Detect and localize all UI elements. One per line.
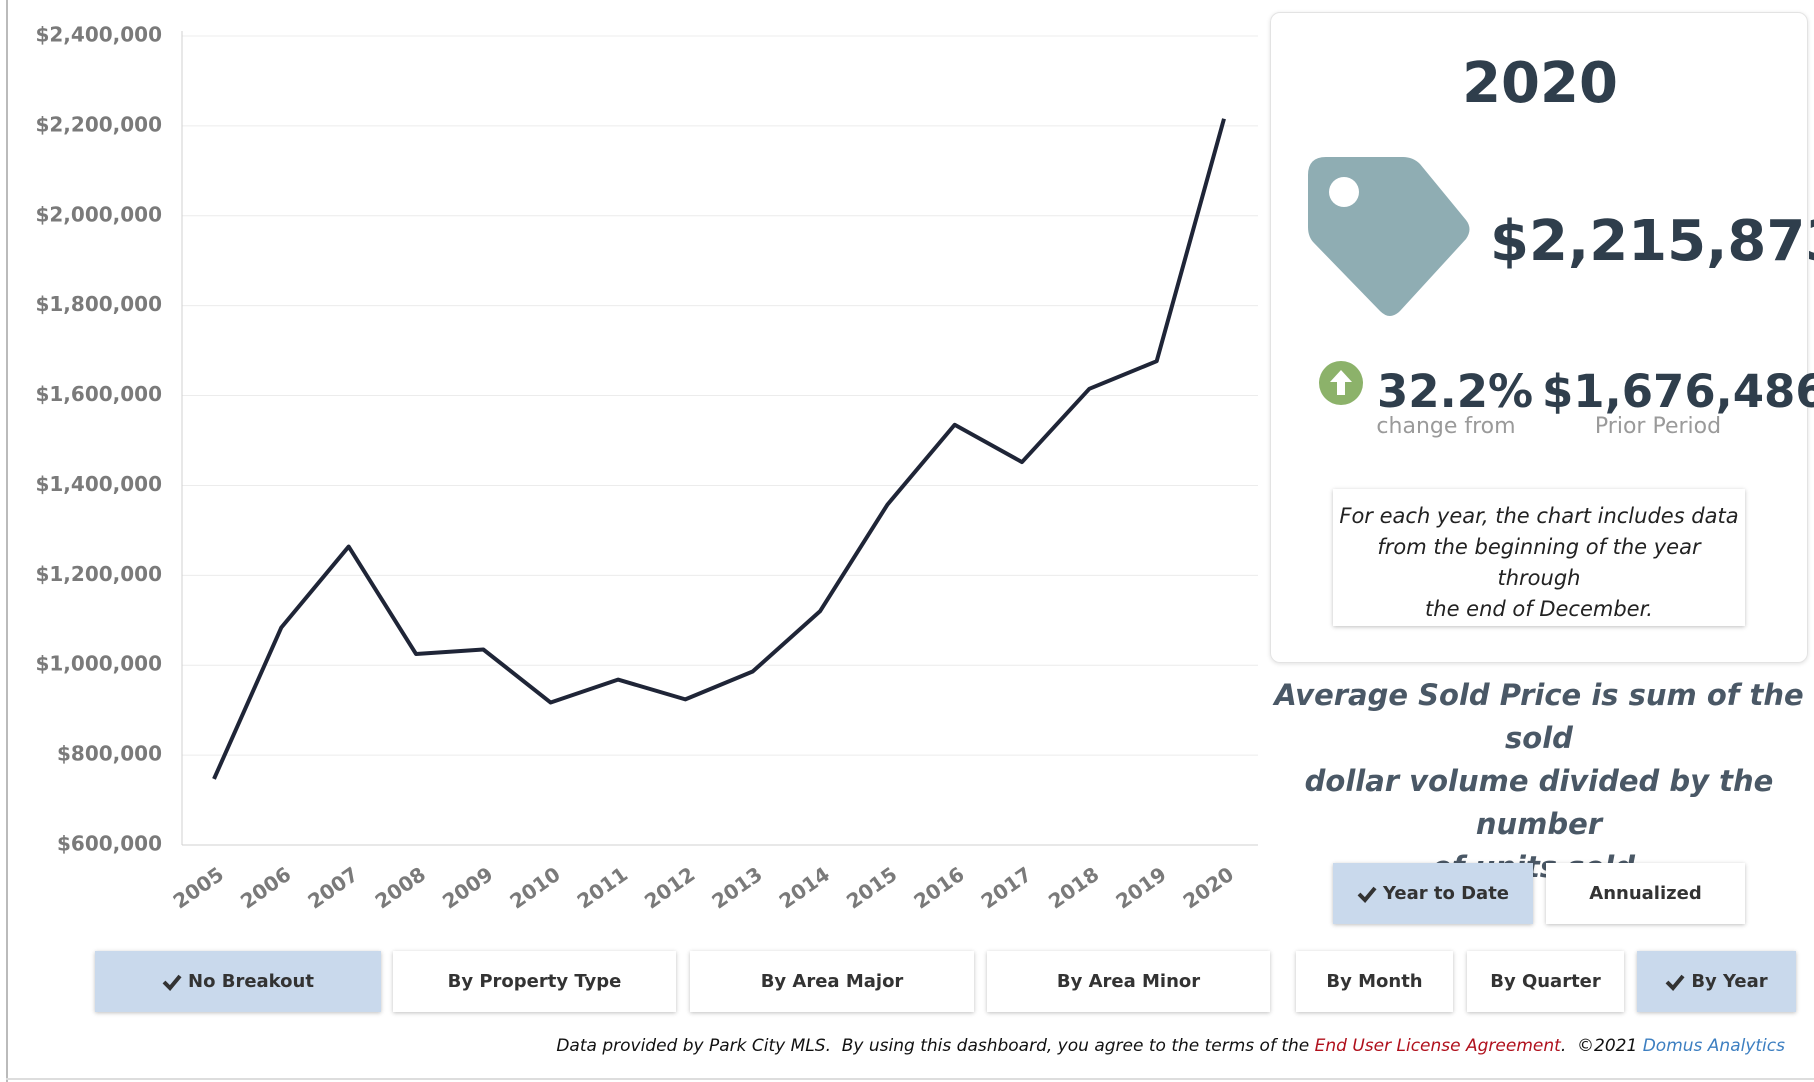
y-tick-label: $1,000,000 [35,652,162,676]
x-tick-label: 2009 [438,862,497,914]
x-tick-label: 2013 [707,862,766,914]
button-label: By Month [1326,971,1423,992]
footer-copyright: . ©2021 [1560,1036,1643,1056]
button-label: No Breakout [188,971,314,992]
toggle-button[interactable]: By Property Type [393,951,676,1012]
button-label: Annualized [1589,883,1702,904]
button-label: By Year [1691,971,1768,992]
check-icon [1357,886,1377,903]
prior-label: Prior Period [1594,414,1722,439]
summary-value: $2,215,873 [1490,209,1814,274]
x-tick-label: 2015 [842,862,901,914]
prior-value: $1,676,486 [1542,365,1814,418]
toggle-button[interactable]: By Area Major [690,951,974,1012]
x-tick-label: 2010 [505,862,564,914]
description: Average Sold Price is sum of the sold do… [1270,674,1808,889]
summary-year: 2020 [1462,51,1618,116]
y-tick-label: $1,200,000 [35,562,162,586]
company-link[interactable]: Domus Analytics [1642,1036,1785,1056]
up-arrow-icon [1319,361,1363,405]
toggle-button[interactable]: Annualized [1546,863,1745,924]
y-tick-label: $1,600,000 [35,382,162,406]
description-line: Average Sold Price is sum of the sold [1274,678,1804,755]
license-link[interactable]: End User License Agreement [1314,1036,1561,1056]
footer: Data provided by Park City MLS. By using… [556,1036,1785,1056]
note-line: from the beginning of the year through [1377,535,1701,590]
y-tick-label: $2,200,000 [35,112,162,136]
x-tick-label: 2016 [909,862,968,914]
bottom-border [6,1078,1814,1080]
summary-card: 2020 $2,215,873 32.2% $1,676,486 change … [1270,12,1814,663]
toggle-button[interactable]: By Year [1637,951,1796,1012]
x-tick-label: 2005 [169,862,228,914]
y-tick-label: $600,000 [57,832,162,856]
toggle-button[interactable]: By Quarter [1467,951,1624,1012]
toggle-button[interactable]: Year to Date [1333,863,1533,924]
toggle-button[interactable]: By Area Minor [987,951,1270,1012]
button-label: By Property Type [447,971,622,992]
x-tick-label: 2018 [1044,862,1103,914]
button-label: By Area Minor [1056,971,1201,992]
y-tick-label: $2,400,000 [35,23,162,47]
price-tag-icon [1308,157,1470,316]
x-tick-label: 2017 [977,862,1036,914]
note-box: For each year, the chart includes data f… [1333,489,1745,626]
change-percent: 32.2% [1377,365,1534,418]
toggle-button[interactable]: By Month [1296,951,1453,1012]
left-border [6,0,8,1082]
x-tick-label: 2008 [371,862,430,914]
button-label: By Quarter [1490,971,1601,992]
button-label: By Area Major [760,971,904,992]
change-label: change from [1376,414,1516,439]
note-line: For each year, the chart includes data [1339,504,1739,528]
x-tick-label: 2007 [303,862,362,914]
toggle-button[interactable]: No Breakout [95,951,381,1012]
check-icon [1665,974,1685,991]
x-tick-label: 2011 [573,862,632,914]
x-tick-label: 2012 [640,862,699,914]
footer-text: Data provided by Park City MLS. By using… [556,1036,1315,1056]
description-line: dollar volume divided by the number [1304,764,1774,841]
x-tick-label: 2014 [775,862,834,914]
y-tick-label: $2,000,000 [35,202,162,226]
check-icon [162,974,182,991]
price-line [212,118,1226,780]
y-tick-label: $1,800,000 [35,292,162,316]
note-line: the end of December. [1425,597,1653,621]
button-label: Year to Date [1382,883,1510,904]
chart: $600,000 $800,000 $1,000,000 $1,200,000 $1,4… [35,23,1258,914]
x-tick-label: 2020 [1179,862,1238,914]
x-tick-label: 2006 [236,862,295,914]
y-tick-label: $800,000 [57,742,162,766]
y-tick-label: $1,400,000 [35,472,162,496]
x-tick-label: 2019 [1111,862,1170,914]
